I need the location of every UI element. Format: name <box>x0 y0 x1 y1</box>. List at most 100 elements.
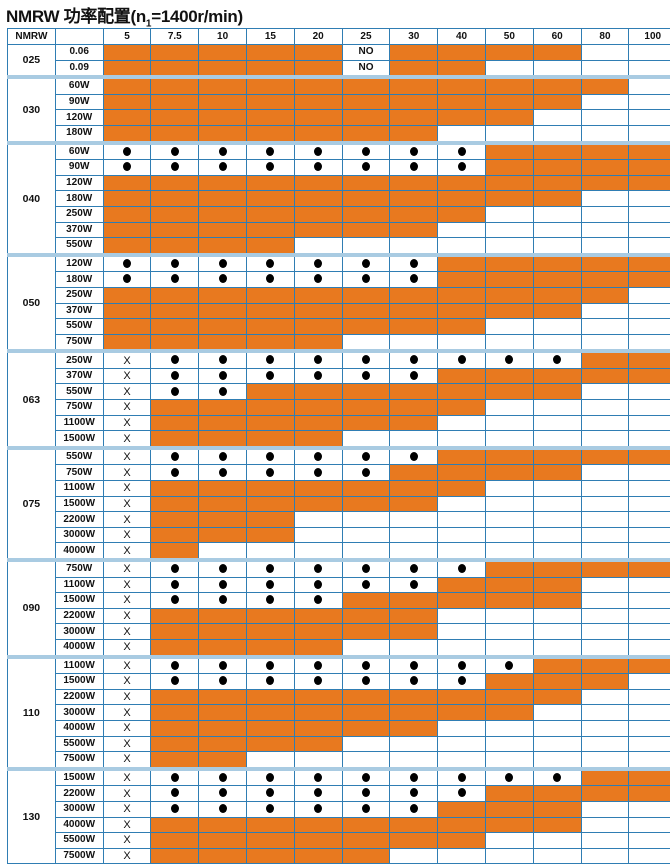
filled-cell <box>151 481 199 497</box>
dot-icon <box>266 595 274 604</box>
empty-cell <box>581 817 629 833</box>
filled-cell <box>390 593 438 609</box>
dot-icon <box>410 564 418 573</box>
filled-cell <box>342 222 390 238</box>
filled-cell <box>103 110 151 126</box>
filled-cell <box>246 848 294 864</box>
empty-cell <box>581 752 629 769</box>
table-row: 250W <box>8 206 670 222</box>
filled-cell <box>199 624 247 640</box>
power-cell: 60W <box>55 77 103 94</box>
dot-cell <box>438 769 486 786</box>
empty-cell <box>581 206 629 222</box>
filled-cell <box>246 720 294 736</box>
dot-cell <box>151 786 199 802</box>
filled-cell <box>199 222 247 238</box>
filled-cell <box>581 448 629 465</box>
filled-cell <box>533 77 581 94</box>
dot-icon <box>505 661 513 670</box>
filled-cell <box>581 560 629 577</box>
dot-icon <box>219 387 227 396</box>
filled-cell <box>151 624 199 640</box>
filled-cell <box>438 45 486 61</box>
filled-cell <box>103 175 151 191</box>
dot-cell <box>199 593 247 609</box>
power-cell: 7500W <box>55 848 103 864</box>
filled-cell <box>199 125 247 142</box>
empty-cell <box>438 608 486 624</box>
filled-cell <box>342 496 390 512</box>
empty-cell <box>485 720 533 736</box>
empty-cell <box>533 238 581 255</box>
dot-icon <box>266 355 274 364</box>
filled-cell <box>485 303 533 319</box>
empty-cell <box>342 527 390 543</box>
power-cell: 120W <box>55 175 103 191</box>
filled-cell <box>199 689 247 705</box>
dot-icon <box>458 564 466 573</box>
filled-cell <box>485 674 533 690</box>
filled-cell <box>438 77 486 94</box>
filled-cell <box>629 368 670 384</box>
no-cell: NO <box>342 45 390 61</box>
filled-cell <box>199 608 247 624</box>
empty-cell <box>533 512 581 528</box>
empty-cell <box>438 720 486 736</box>
dot-icon <box>362 162 370 171</box>
dot-icon <box>219 804 227 813</box>
filled-cell <box>151 110 199 126</box>
empty-cell <box>581 801 629 817</box>
dot-icon <box>266 274 274 283</box>
empty-cell <box>629 206 670 222</box>
power-cell: 1100W <box>55 415 103 431</box>
filled-cell <box>294 817 342 833</box>
power-cell: 250W <box>55 287 103 303</box>
filled-cell <box>294 94 342 110</box>
empty-cell <box>581 593 629 609</box>
empty-cell <box>438 527 486 543</box>
filled-cell <box>246 222 294 238</box>
dot-icon <box>458 676 466 685</box>
header-ratio-20: 20 <box>294 29 342 45</box>
filled-cell <box>103 303 151 319</box>
filled-cell <box>199 45 247 61</box>
empty-cell <box>629 577 670 593</box>
power-cell: 0.06 <box>55 45 103 61</box>
power-cell: 750W <box>55 400 103 416</box>
filled-cell <box>294 222 342 238</box>
dot-icon <box>458 788 466 797</box>
dot-icon <box>362 147 370 156</box>
dot-cell <box>151 351 199 368</box>
filled-cell <box>485 801 533 817</box>
power-cell: 1100W <box>55 481 103 497</box>
empty-cell <box>533 752 581 769</box>
filled-cell <box>342 303 390 319</box>
empty-cell <box>533 60 581 77</box>
filled-cell <box>342 110 390 126</box>
power-cell: 2200W <box>55 512 103 528</box>
filled-cell <box>390 206 438 222</box>
power-cell: 180W <box>55 191 103 207</box>
empty-cell <box>438 238 486 255</box>
title-prefix: NMRW 功率配置(n <box>6 7 146 26</box>
dot-cell <box>246 657 294 674</box>
empty-cell <box>629 833 670 849</box>
dot-cell <box>246 351 294 368</box>
empty-cell <box>533 400 581 416</box>
filled-cell <box>199 431 247 448</box>
dot-cell <box>199 769 247 786</box>
dot-cell <box>246 465 294 481</box>
dot-icon <box>553 773 561 782</box>
filled-cell <box>199 496 247 512</box>
filled-cell <box>438 481 486 497</box>
dot-icon <box>410 661 418 670</box>
dot-icon <box>171 274 179 283</box>
filled-cell <box>199 60 247 77</box>
filled-cell <box>629 657 670 674</box>
empty-cell <box>629 415 670 431</box>
empty-cell <box>390 527 438 543</box>
filled-cell <box>581 143 629 160</box>
empty-cell <box>581 608 629 624</box>
filled-cell <box>342 206 390 222</box>
filled-cell <box>629 769 670 786</box>
